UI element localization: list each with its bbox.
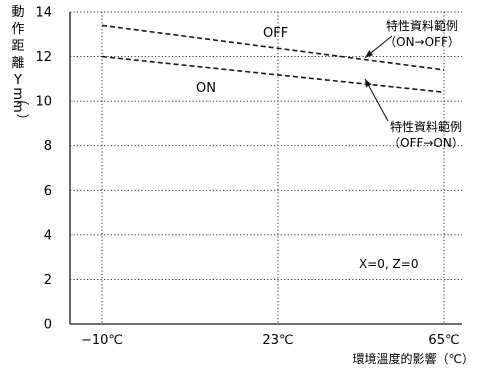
y-axis-label-char-5: （ [14, 92, 29, 105]
annotation-on-off-title: 特性資料範例 [386, 18, 458, 33]
y-axis-label-char-6: mm [10, 87, 25, 112]
annotation-off-on-arrowhead [364, 78, 372, 88]
series-label-on: ON [196, 81, 216, 96]
y-axis-label-char-1: 作 [11, 22, 24, 37]
y-tick-label-2: 2 [44, 273, 52, 288]
annotation-off-on-arrow [364, 78, 389, 122]
series-label-off: OFF [263, 26, 288, 41]
annotation-off-on-title: 特性資料範例 [390, 119, 462, 134]
y-tick-label-14: 14 [35, 6, 52, 21]
x-tick-label-0: −10℃ [81, 333, 123, 348]
y-axis-label-char-0: 動 [11, 5, 24, 20]
series-line-on [101, 55, 445, 93]
y-axis-label-char-3: 離 [11, 56, 24, 71]
annotation-off-on: 特性資料範例 （OFF→ON） [364, 78, 464, 150]
x-tick-label-2: 65℃ [428, 333, 459, 348]
condition-text: X=0, Z=0 [359, 257, 418, 271]
y-tick-label-0: 0 [44, 318, 52, 333]
y-axis-label-char-4: Y [13, 73, 22, 88]
x-axis-label: 環境溫度的影響（℃） [353, 351, 474, 366]
y-tick-label-4: 4 [44, 228, 52, 243]
y-tick-label-6: 6 [44, 184, 52, 199]
y-tick-label-10: 10 [35, 95, 52, 110]
x-tick-labels: −10℃ 23℃ 65℃ [81, 333, 460, 348]
annotation-on-off-subtitle: （ON→OFF） [384, 35, 460, 49]
annotation-on-off: 特性資料範例 （ON→OFF） [364, 18, 460, 59]
y-tick-label-12: 12 [35, 50, 52, 65]
y-tick-label-8: 8 [44, 139, 52, 154]
series-layer [101, 24, 445, 93]
annotation-off-on-subtitle: （OFF→ON） [388, 136, 464, 150]
y-axis-label-char-7: ） [14, 113, 29, 126]
y-tick-labels: 0 2 4 6 8 10 12 14 [35, 6, 52, 333]
y-axis-label-char-2: 距 [11, 39, 24, 54]
grid-layer [70, 11, 462, 324]
x-tick-label-1: 23℃ [262, 333, 293, 348]
series-line-off [101, 24, 445, 71]
annotation-on-off-arrowhead [364, 50, 374, 58]
